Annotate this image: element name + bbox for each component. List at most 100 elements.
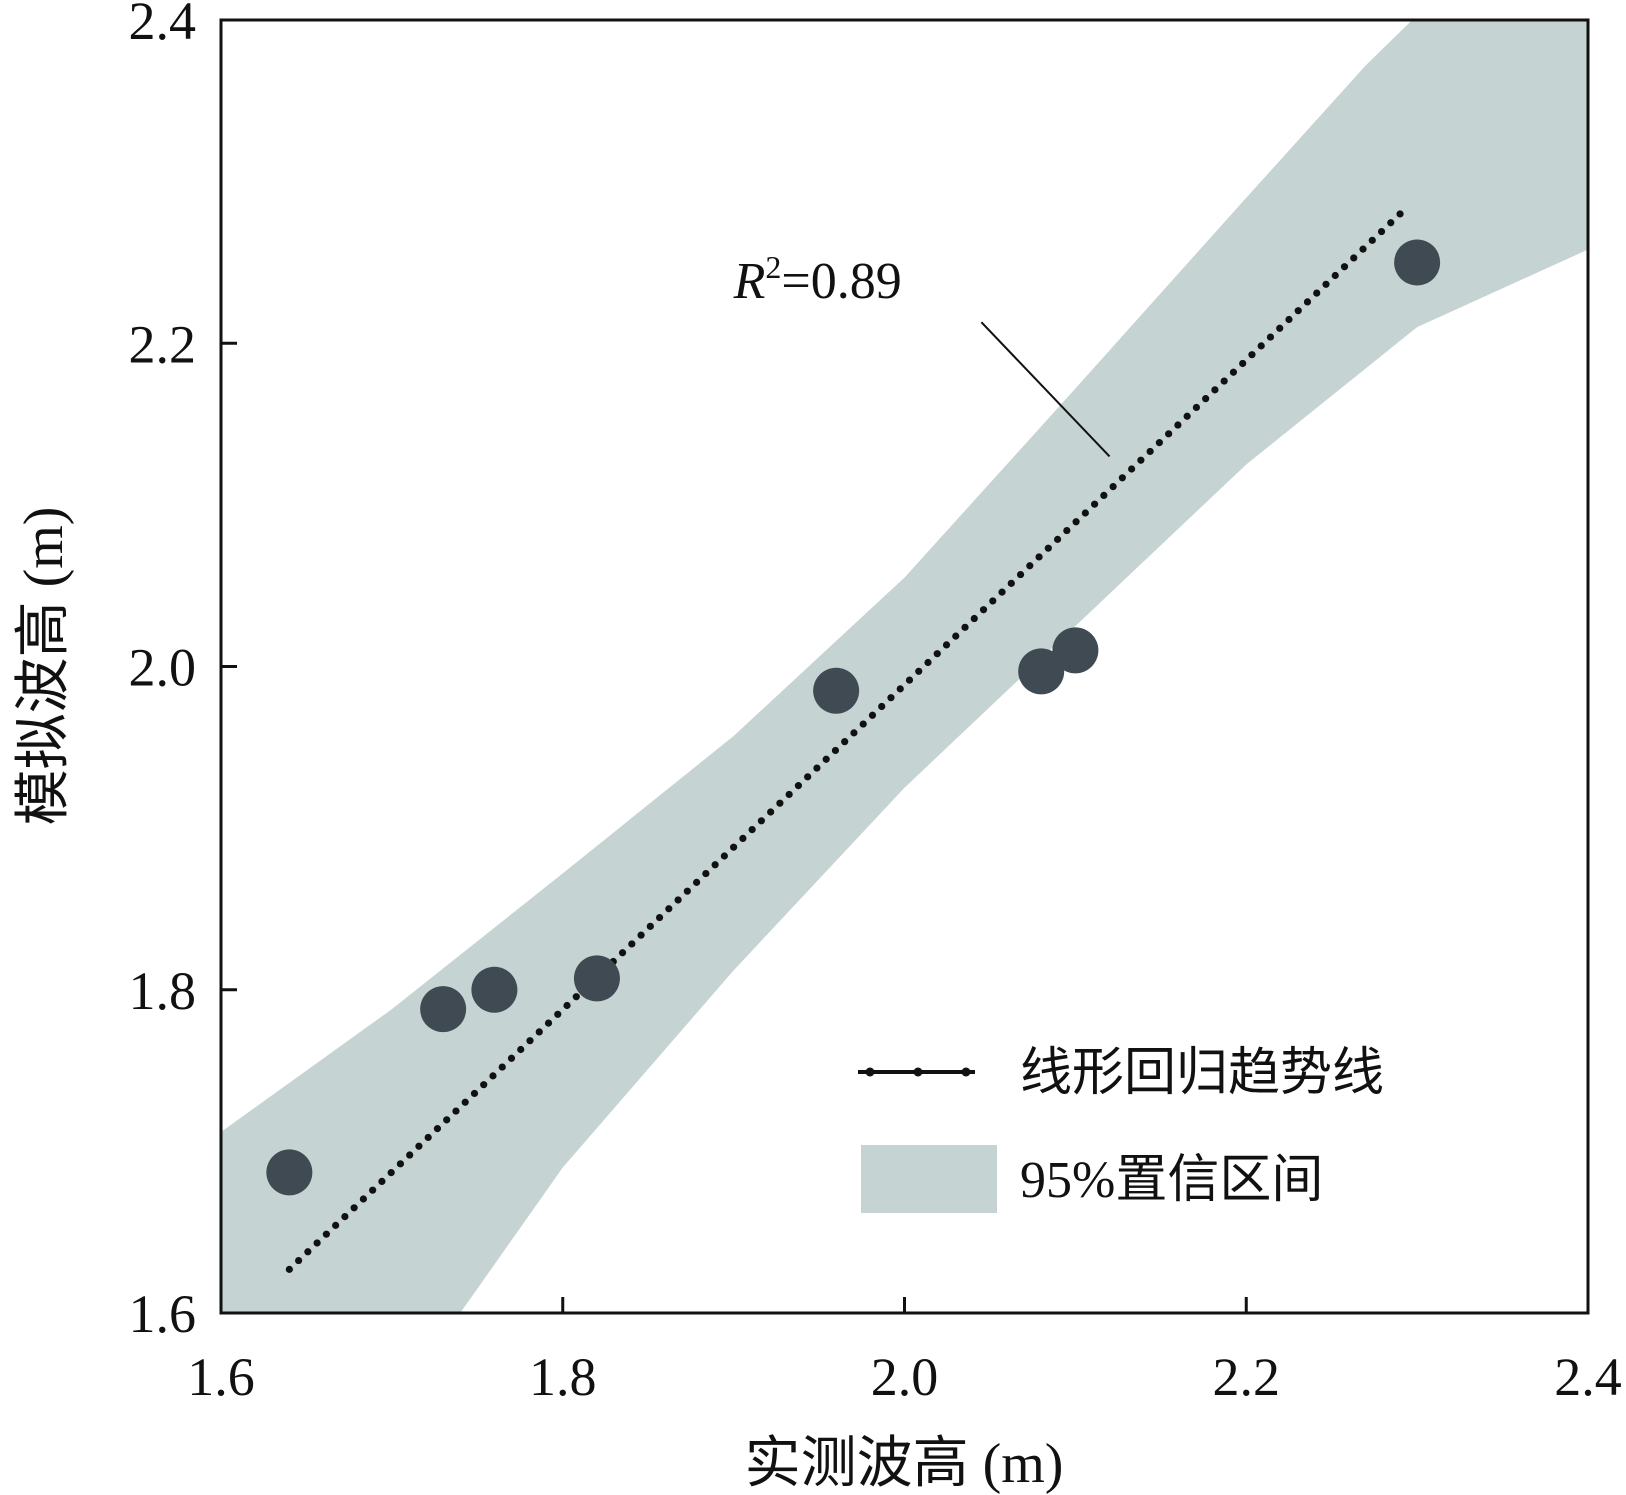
trend-dot (915, 667, 923, 675)
confidence-band (221, 20, 1588, 1313)
trend-dot (878, 702, 886, 711)
trend-dot (1053, 535, 1062, 543)
trend-dot (720, 852, 728, 860)
trend-dot (1350, 254, 1358, 262)
data-points (266, 239, 1441, 1196)
legend-band-label: 95%置信区间 (1020, 1152, 1323, 1209)
x-tick-label: 2.4 (1554, 1347, 1622, 1407)
annotation-leader-line (980, 321, 1111, 458)
trend-dot (757, 817, 765, 825)
trend-dot (1016, 570, 1025, 579)
legend-item-trend: 线形回归趋势线 (858, 1045, 1384, 1102)
trend-dot (1165, 430, 1173, 438)
trend-dot (1155, 439, 1163, 447)
trend-dot (461, 1098, 469, 1106)
trend-dot (350, 1204, 358, 1212)
trend-dot (831, 746, 840, 755)
r2-annotation: R2=0.89 (733, 249, 902, 310)
x-axis-label: 实测波高 (m) (745, 1433, 1064, 1495)
trend-dot (961, 623, 969, 631)
trend-dot (1118, 474, 1126, 482)
trend-dot (1387, 219, 1395, 227)
trend-dot (563, 1001, 571, 1010)
trend-dot (1294, 307, 1302, 315)
trend-dot (433, 1125, 442, 1133)
trend-dot (1396, 210, 1404, 218)
data-point (420, 986, 467, 1033)
trend-dot (665, 905, 673, 913)
trend-dot (295, 1256, 303, 1265)
trend-dot (285, 1265, 293, 1273)
trend-dot (739, 834, 747, 843)
data-point (1018, 648, 1065, 695)
trend-dot (655, 913, 664, 922)
trend-dot (1081, 509, 1089, 517)
trend-dot (1137, 456, 1145, 464)
data-point (1394, 239, 1441, 286)
trend-dot (813, 764, 821, 772)
trend-dot (887, 694, 895, 702)
trend-dot (1239, 359, 1247, 368)
trend-dot (618, 949, 627, 957)
x-tick-label: 1.8 (529, 1347, 597, 1407)
trend-dot (498, 1063, 506, 1071)
trend-dot (850, 729, 858, 737)
trend-dot (1377, 227, 1386, 236)
trend-dot (998, 588, 1006, 596)
trend-dot (396, 1160, 405, 1168)
trend-dot (1174, 421, 1182, 429)
x-tick-label: 1.6 (187, 1347, 255, 1407)
trend-dot (730, 843, 738, 851)
trend-dot (369, 1186, 377, 1194)
trend-dot (544, 1019, 553, 1027)
trend-dot (535, 1028, 543, 1036)
y-axis: 1.6 1.8 2.0 2.2 2.4 (129, 0, 237, 1344)
legend-trend-dot (961, 1067, 971, 1077)
trend-dot (359, 1195, 367, 1203)
trend-dot (1359, 245, 1367, 253)
trend-dot (470, 1089, 479, 1098)
trend-dot (693, 878, 701, 886)
legend-band-swatch (861, 1145, 997, 1213)
trend-dot (572, 993, 580, 1001)
trend-dot (933, 650, 941, 658)
trend-dot (952, 632, 960, 640)
trend-dot (1007, 579, 1015, 587)
trend-dot (896, 685, 904, 693)
trend-dot (1090, 500, 1099, 508)
trend-dot (1211, 386, 1219, 394)
trend-dot (1146, 447, 1154, 456)
trend-dot (1202, 395, 1210, 403)
trend-dot (776, 799, 784, 807)
data-point (813, 667, 860, 714)
trend-dot (304, 1248, 312, 1256)
legend-trend-label: 线形回归趋势线 (1020, 1045, 1384, 1102)
data-point (573, 955, 620, 1002)
x-tick-label: 2.0 (871, 1347, 939, 1407)
trend-dot (1340, 263, 1349, 271)
trend-dot (1303, 298, 1312, 306)
trend-dot (1257, 342, 1265, 350)
trend-dot (1100, 491, 1108, 499)
trend-dot (859, 720, 867, 728)
trend-dot (1322, 280, 1330, 288)
trend-dot (1285, 315, 1293, 324)
trend-dot (989, 597, 997, 605)
legend: 线形回归趋势线 95%置信区间 (858, 1045, 1384, 1213)
plot-area: R2=0.89 (221, 20, 1588, 1313)
trend-dot (507, 1054, 516, 1062)
y-tick-label: 2.0 (129, 638, 197, 698)
trend-line (285, 210, 1404, 1273)
trend-dot (1128, 465, 1136, 473)
trend-dot (1368, 236, 1376, 244)
x-axis: 1.6 1.8 2.0 2.2 2.4 (187, 1297, 1622, 1407)
trend-dot (822, 755, 830, 763)
legend-trend-dot (865, 1067, 875, 1077)
trend-dot (702, 869, 710, 878)
trend-dot (637, 931, 645, 939)
trend-dot (554, 1010, 562, 1018)
y-axis-label: 模拟波高 (m) (13, 507, 75, 826)
trend-dot (517, 1045, 525, 1054)
trend-dot (970, 614, 978, 623)
